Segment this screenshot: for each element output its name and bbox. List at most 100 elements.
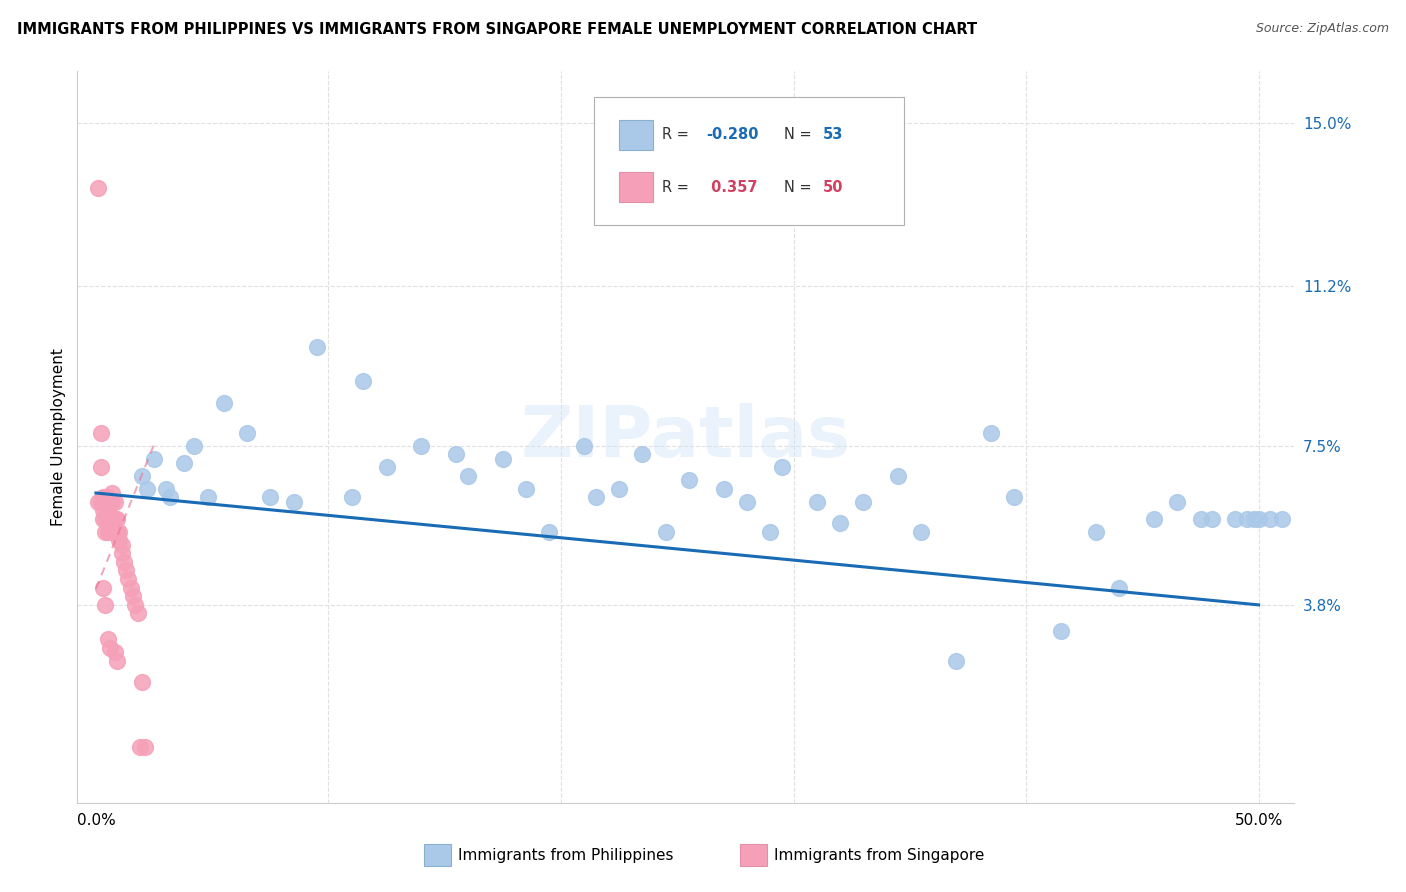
Point xyxy=(173,456,195,470)
Point xyxy=(197,491,219,505)
Point xyxy=(305,340,328,354)
Point xyxy=(1243,512,1265,526)
Text: Immigrants from Philippines: Immigrants from Philippines xyxy=(458,848,673,863)
Point xyxy=(283,494,305,508)
Point xyxy=(735,494,758,508)
Point xyxy=(105,512,128,526)
Point xyxy=(457,468,479,483)
Point xyxy=(101,486,124,500)
Point xyxy=(340,491,363,505)
Point xyxy=(98,524,121,539)
Point xyxy=(117,572,139,586)
Text: 0.357: 0.357 xyxy=(706,179,758,194)
Point xyxy=(887,468,910,483)
Point xyxy=(97,494,120,508)
Point xyxy=(538,524,561,539)
Point xyxy=(101,494,124,508)
Point xyxy=(352,374,374,388)
Point xyxy=(607,482,630,496)
Point xyxy=(122,589,145,603)
Point xyxy=(1189,512,1212,526)
Point xyxy=(110,538,132,552)
Point xyxy=(411,439,433,453)
Point xyxy=(1247,512,1270,526)
Point xyxy=(91,491,114,505)
Y-axis label: Female Unemployment: Female Unemployment xyxy=(51,348,66,526)
Point xyxy=(1084,524,1107,539)
Bar xyxy=(619,120,652,150)
Text: -0.280: -0.280 xyxy=(706,128,759,143)
Point xyxy=(585,491,607,505)
Point xyxy=(97,491,120,505)
Point xyxy=(91,503,114,517)
Point xyxy=(94,598,117,612)
Point xyxy=(910,524,932,539)
Point xyxy=(143,451,166,466)
Point xyxy=(120,581,142,595)
Point xyxy=(105,654,128,668)
Text: Source: ZipAtlas.com: Source: ZipAtlas.com xyxy=(1256,22,1389,36)
Point xyxy=(155,482,177,496)
Point xyxy=(183,439,205,453)
Point xyxy=(98,494,121,508)
Point xyxy=(713,482,735,496)
Point xyxy=(852,494,875,508)
Point xyxy=(828,516,851,530)
Point xyxy=(1050,624,1073,638)
Point xyxy=(759,524,782,539)
Point xyxy=(105,524,128,539)
Point xyxy=(103,494,125,508)
Point xyxy=(134,739,156,754)
Point xyxy=(127,607,149,621)
Point xyxy=(515,482,537,496)
Point xyxy=(1271,512,1294,526)
Point xyxy=(129,739,152,754)
Point xyxy=(131,675,153,690)
Point xyxy=(103,645,125,659)
Point xyxy=(97,503,120,517)
Point xyxy=(101,512,124,526)
Point xyxy=(91,494,114,508)
Point xyxy=(98,640,121,655)
Point xyxy=(97,512,120,526)
Point xyxy=(87,494,110,508)
Point xyxy=(91,581,114,595)
Point xyxy=(770,460,793,475)
Text: N =: N = xyxy=(785,179,817,194)
Text: IMMIGRANTS FROM PHILIPPINES VS IMMIGRANTS FROM SINGAPORE FEMALE UNEMPLOYMENT COR: IMMIGRANTS FROM PHILIPPINES VS IMMIGRANT… xyxy=(17,22,977,37)
Point xyxy=(91,512,114,526)
Point xyxy=(375,460,398,475)
Bar xyxy=(619,172,652,202)
Point xyxy=(115,564,138,578)
FancyBboxPatch shape xyxy=(595,97,904,225)
Point xyxy=(131,468,153,483)
Text: R =: R = xyxy=(662,179,693,194)
Point xyxy=(108,524,131,539)
Point xyxy=(1236,512,1258,526)
Point xyxy=(945,654,967,668)
Point xyxy=(103,512,125,526)
Point xyxy=(97,632,120,647)
Point xyxy=(236,425,259,440)
Point xyxy=(806,494,828,508)
Point xyxy=(124,598,146,612)
Point xyxy=(212,395,235,409)
Point xyxy=(136,482,159,496)
Point xyxy=(90,494,112,508)
Point xyxy=(492,451,515,466)
Point xyxy=(94,524,117,539)
Point xyxy=(108,533,131,548)
Text: Immigrants from Singapore: Immigrants from Singapore xyxy=(775,848,984,863)
Point xyxy=(678,473,700,487)
Point xyxy=(1004,491,1026,505)
Point xyxy=(97,524,120,539)
Point xyxy=(159,491,181,505)
Point xyxy=(103,524,125,539)
Text: 53: 53 xyxy=(823,128,844,143)
Point xyxy=(1201,512,1223,526)
Point xyxy=(446,447,468,461)
Point xyxy=(90,425,112,440)
Point xyxy=(654,524,676,539)
Bar xyxy=(425,845,451,866)
Point xyxy=(101,524,124,539)
